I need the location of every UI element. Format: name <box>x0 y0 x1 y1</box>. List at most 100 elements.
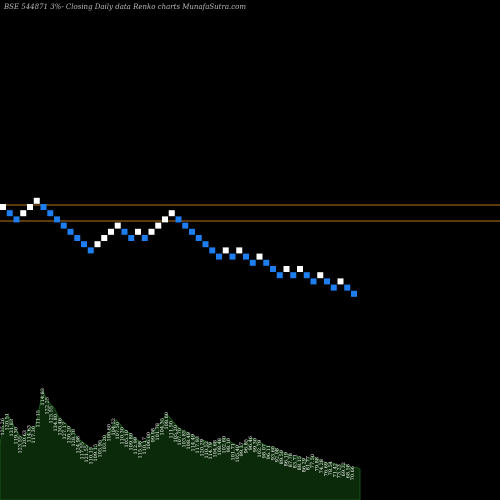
renko-brick <box>54 216 60 223</box>
volume-label: 81.77 <box>306 456 312 470</box>
volume-label: 77.50 <box>310 454 316 468</box>
volume-label: 70.66 <box>350 466 356 480</box>
renko-brick <box>67 228 74 235</box>
renko-brick <box>263 259 270 266</box>
volume-label: 130.20 <box>67 426 73 444</box>
renko-brick <box>27 204 33 210</box>
chart-caption: BSE 544871 3%- Closing Daily data Renko … <box>3 3 246 11</box>
volume-label: 120.29 <box>199 439 205 457</box>
renko-brick <box>0 204 6 210</box>
volume-label: 103.85 <box>182 430 188 448</box>
renko-brick <box>6 210 13 217</box>
volume-label: 105.20 <box>173 425 179 443</box>
renko-brick <box>189 228 195 235</box>
volume-label: 102.79 <box>257 440 263 458</box>
renko-brick <box>297 266 303 272</box>
volume-area <box>0 388 361 500</box>
volume-label: 83.71 <box>292 454 298 468</box>
volume-label: 122.25 <box>44 397 50 415</box>
renko-brick <box>148 228 155 235</box>
volume-label: 79.88 <box>315 457 321 471</box>
renko-brick <box>47 210 54 217</box>
volume-label: 125.26 <box>0 418 6 436</box>
volume-label: 110.15 <box>89 447 95 465</box>
volume-label: 104.52 <box>111 418 117 436</box>
renko-brick <box>283 266 290 272</box>
renko-brick <box>209 247 216 254</box>
volume-label: 99.08 <box>151 428 157 442</box>
renko-brick <box>290 272 297 279</box>
volume-label: 98.10 <box>226 438 232 452</box>
volume-label: 74.28 <box>319 459 325 473</box>
volume-label: 109.15 <box>93 444 99 462</box>
renko-brick <box>310 278 317 285</box>
renko-brick <box>324 278 330 285</box>
renko-brick <box>236 247 243 254</box>
renko-brick <box>168 210 175 217</box>
volume-label: 111.15 <box>35 410 41 428</box>
renko-brick <box>114 222 121 229</box>
renko-brick <box>74 235 81 241</box>
volume-label: 106.00 <box>146 432 152 450</box>
renko-brick <box>101 235 108 241</box>
volume-label: 93.60 <box>270 446 276 460</box>
renko-brick <box>87 247 94 254</box>
renko-brick <box>276 272 283 279</box>
renko-brick <box>317 272 324 279</box>
volume-label: 88.15 <box>297 456 303 470</box>
volume-label: 104.35 <box>160 418 166 436</box>
volume-label: 107.50 <box>115 422 121 440</box>
volume-label: 131.83 <box>9 419 15 437</box>
renko-brick <box>249 259 256 266</box>
volume-label: 105.10 <box>124 430 130 448</box>
volume-label: 134.80 <box>53 414 59 432</box>
volume-label: 117.30 <box>31 426 37 444</box>
renko-brick <box>40 204 47 210</box>
renko-brick <box>337 278 344 285</box>
volume-label: 96.11 <box>266 445 272 459</box>
volume-label: 128.70 <box>71 429 77 447</box>
renko-brick <box>344 284 351 291</box>
volume-label: 78.54 <box>328 461 334 475</box>
volume-label: 101.71 <box>230 443 236 461</box>
volume-label: 86.19 <box>284 452 290 466</box>
volume-label: 112.99 <box>133 437 139 455</box>
volume-label: 73.23 <box>337 464 343 478</box>
volume-label: 115.98 <box>137 441 143 459</box>
volume-label: 98.07 <box>261 444 267 458</box>
volume-labels: 125.26120.51131.83119.30123.55120.63114.… <box>0 388 356 480</box>
renko-brick <box>195 235 202 241</box>
volume-label: 110.17 <box>142 437 148 455</box>
renko-brick <box>121 228 128 235</box>
renko-brick <box>108 228 114 235</box>
renko-brick <box>60 222 67 229</box>
volume-label: 120.51 <box>4 413 10 431</box>
volume-label: 127.17 <box>62 422 68 440</box>
volume-label: 99.37 <box>239 442 245 456</box>
volume-label: 123.55 <box>18 436 24 454</box>
volume-label: 104.68 <box>213 440 219 458</box>
volume-label: 89.50 <box>279 450 285 464</box>
volume-label: 92.08 <box>275 448 281 462</box>
renko-brick <box>330 284 337 291</box>
volume-label: 110.52 <box>204 441 210 459</box>
volume-label: 96.46 <box>248 436 254 450</box>
renko-brick <box>20 210 27 217</box>
volume-label: 125.55 <box>49 406 55 424</box>
volume-label: 114.63 <box>27 425 33 443</box>
volume-label: 108.48 <box>217 438 223 456</box>
renko-brick <box>216 253 222 260</box>
volume-label: 108.60 <box>164 412 170 430</box>
renko-brick <box>182 222 189 229</box>
volume-label: 130.46 <box>58 418 64 436</box>
volume-label: 96.85 <box>244 439 250 453</box>
volume-label: 120.63 <box>22 430 28 448</box>
volume-label: 102.60 <box>222 436 228 454</box>
renko-brick <box>222 247 229 254</box>
renko-brick <box>141 235 148 241</box>
volume-label: 121.55 <box>84 445 90 463</box>
renko-brick <box>13 216 20 223</box>
volume-label: 111.50 <box>168 421 174 439</box>
volume-label: 114.79 <box>208 442 214 460</box>
